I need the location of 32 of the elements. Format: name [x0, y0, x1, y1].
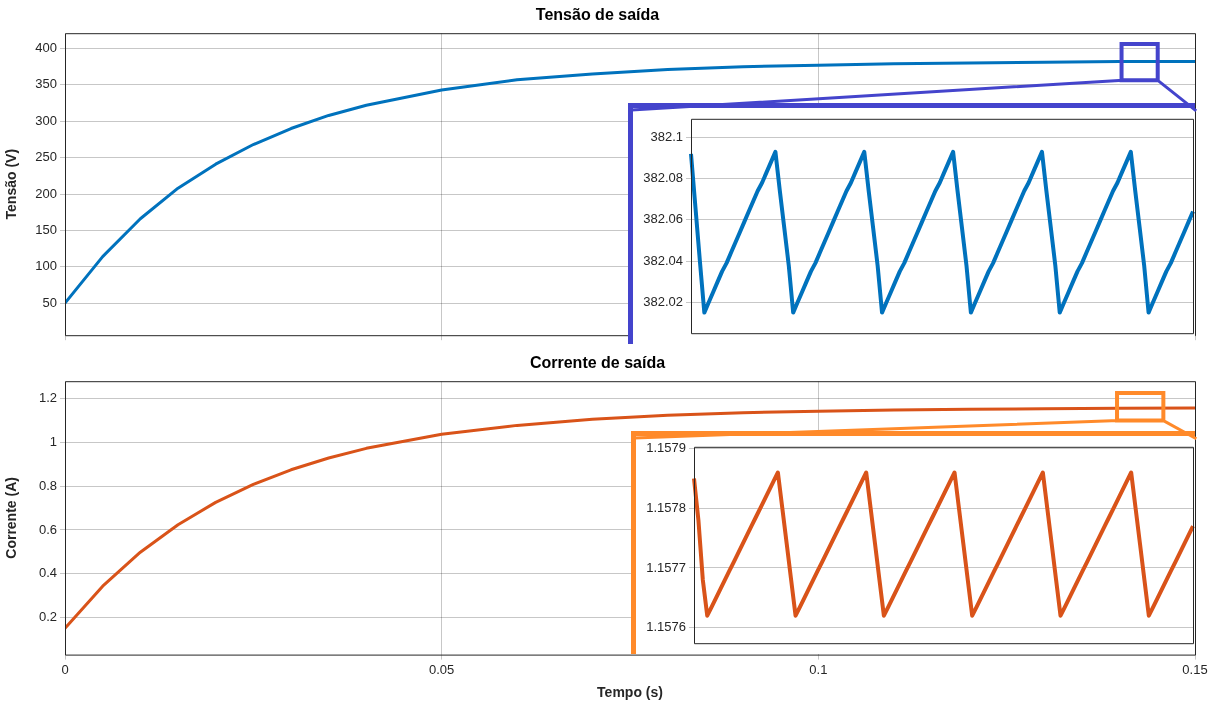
y-tick-label: 0.6: [38, 521, 57, 537]
y-tick-label: 1: [49, 434, 57, 450]
y-tick-label: 0.4: [38, 565, 57, 581]
x-tick-label: 0: [61, 661, 69, 677]
y-tick-label: 0.2: [38, 609, 57, 624]
y-tick-label: 382.08: [643, 170, 683, 186]
y-axis-title: Corrente (A): [3, 477, 20, 559]
y-tick-label: 1.1577: [646, 559, 686, 575]
chart-title: Tensão de saída: [535, 6, 660, 24]
x-tick-label: 0.05: [429, 661, 455, 677]
y-tick-label: 150: [35, 221, 57, 237]
x-tick-label: 0.15: [1182, 661, 1208, 677]
y-tick-label: 250: [35, 149, 57, 165]
chart-title: Corrente de saída: [529, 354, 666, 372]
y-tick-label: 382.02: [643, 293, 683, 309]
x-tick-label: 0.1: [809, 661, 828, 677]
y-axis-title: Tensão (V): [3, 148, 20, 220]
y-tick-label: 100: [35, 258, 57, 274]
y-tick-label: 300: [35, 112, 57, 128]
y-tick-label: 400: [35, 40, 57, 56]
y-tick-label: 382.04: [643, 252, 683, 268]
y-tick-label: 382.1: [650, 128, 683, 144]
y-tick-label: 382.06: [643, 211, 683, 227]
y-tick-label: 350: [35, 76, 57, 92]
x-axis-title: Tempo (s): [597, 684, 663, 701]
y-tick-label: 200: [35, 185, 57, 201]
y-tick-label: 1.1578: [646, 499, 686, 515]
y-tick-label: 50: [42, 294, 57, 310]
y-tick-label: 1.1576: [646, 619, 686, 635]
y-tick-label: 1.2: [38, 390, 57, 406]
y-tick-label: 0.8: [38, 477, 57, 493]
y-tick-label: 1.1579: [646, 440, 686, 456]
